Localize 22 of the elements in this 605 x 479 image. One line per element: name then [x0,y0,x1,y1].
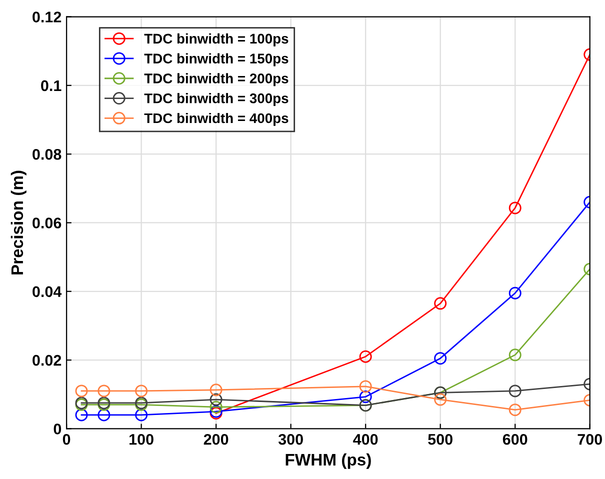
x-tick-label: 600 [502,434,528,445]
y-tick-label: 0.1 [41,80,62,92]
x-tick-label: 400 [353,434,378,445]
y-tick-label: 0 [54,424,62,434]
y-tick-label: 0.06 [32,218,62,228]
x-tick-label: 0 [62,434,70,445]
legend-label: TDC binwidth = 150ps [144,53,288,66]
legend-label: TDC binwidth = 400ps [144,112,288,126]
x-tick-label: 100 [130,434,154,445]
x-axis-title: FWHM (ps) [286,453,371,469]
y-tick-label: 0.04 [32,286,62,298]
y-tick-label: 0.02 [32,354,62,366]
y-axis-title: Precision (m) [10,170,26,274]
legend-label: TDC binwidth = 300ps [144,93,288,106]
y-tick-label: 0.08 [32,148,62,160]
legend-label: TDC binwidth = 100ps [144,33,288,46]
x-tick-label: 700 [578,434,602,445]
x-tick-label: 200 [204,434,228,445]
legend-label: TDC binwidth = 200ps [144,73,288,86]
x-tick-label: 300 [278,434,303,445]
x-tick-label: 500 [428,434,452,445]
y-tick-label: 0.12 [32,12,62,22]
